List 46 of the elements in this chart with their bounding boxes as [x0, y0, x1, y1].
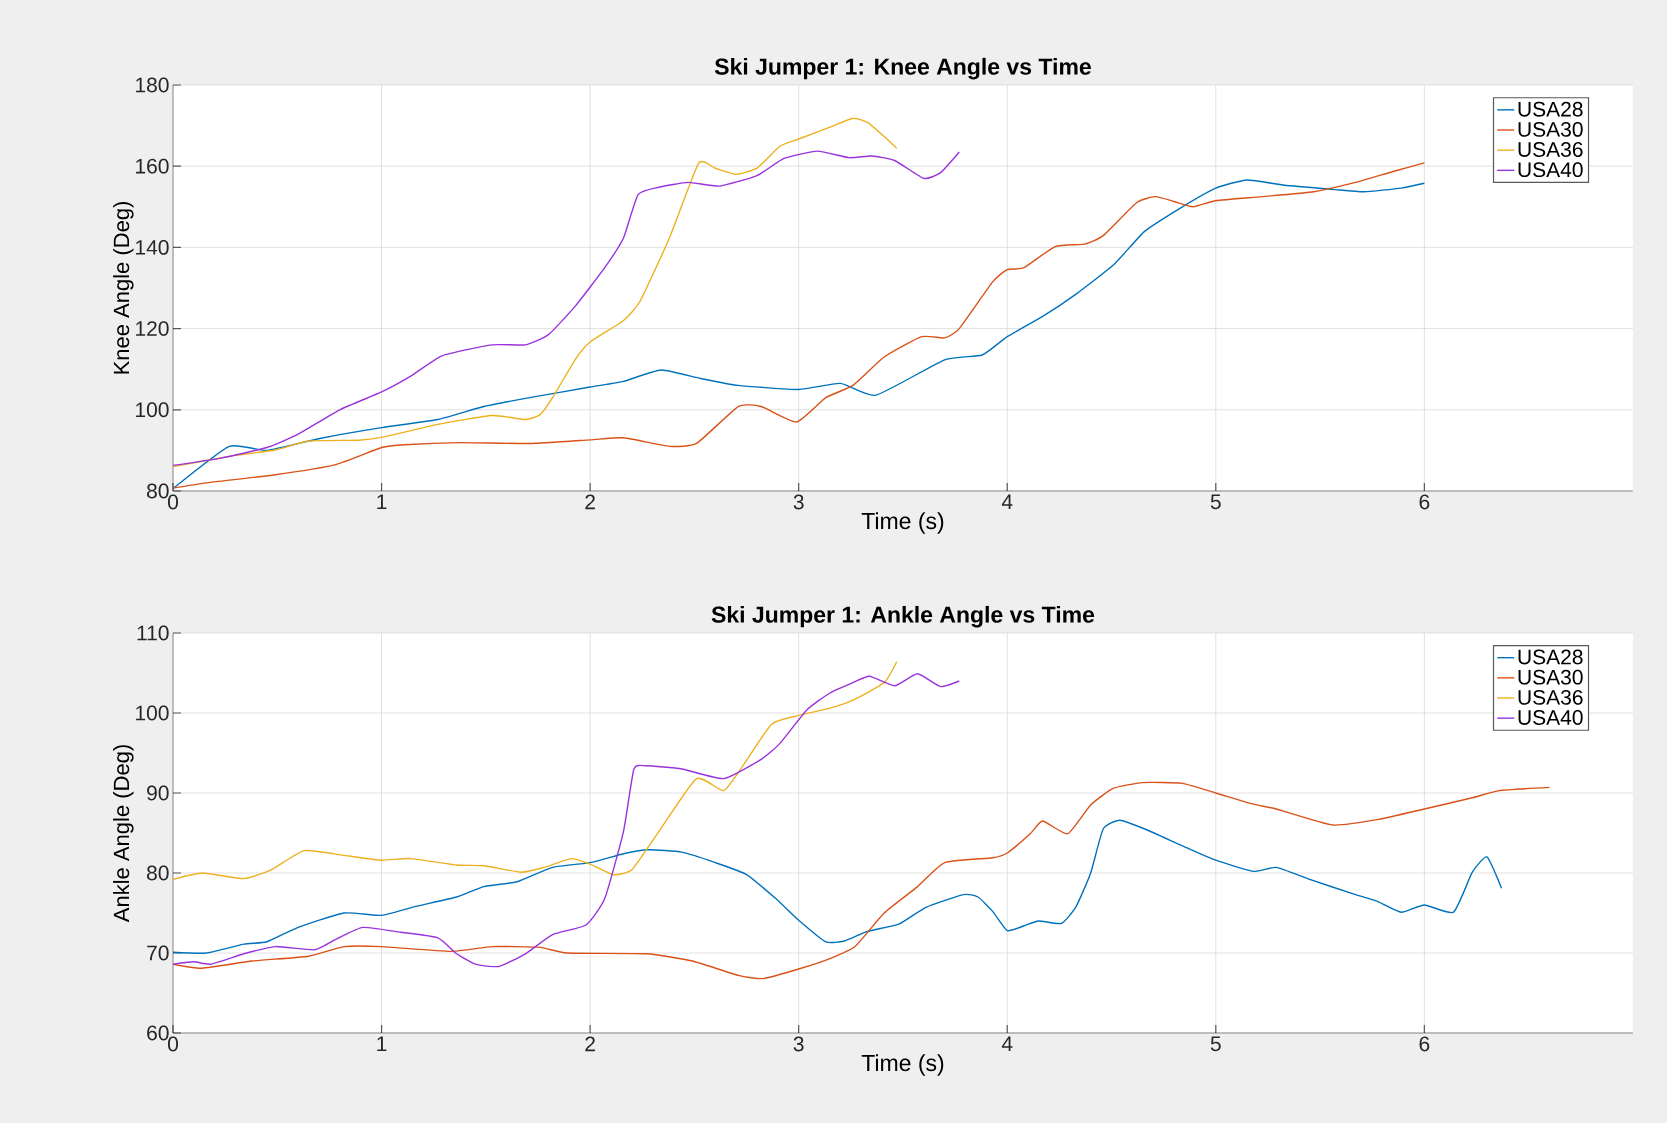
y-tick-label: 160: [136, 158, 169, 174]
x-tick-label: 4: [1001, 1036, 1013, 1051]
chart-title: Ski Jumper 1: Knee Angle vs Time: [714, 57, 1091, 80]
x-tick-label: 1: [377, 494, 387, 509]
legend-label: USA40: [1518, 162, 1583, 178]
x-tick-label: 6: [1419, 494, 1430, 510]
y-tick-label: 140: [136, 239, 169, 255]
x-tick-label: 0: [167, 494, 179, 510]
y-tick-label: 110: [137, 625, 169, 641]
y-tick-label: 180: [136, 77, 169, 93]
legend-label: USA40: [1518, 710, 1583, 725]
x-tick-label: 2: [585, 494, 595, 510]
line-series: [173, 781, 1551, 980]
y-tick-label: 80: [147, 865, 169, 881]
x-tick-label: 4: [1001, 494, 1013, 509]
line-series: [173, 117, 898, 468]
x-axis-title: Time (s): [861, 1054, 944, 1076]
legend-label: USA28: [1518, 649, 1583, 665]
line-series: [173, 661, 898, 881]
x-tick-label: 1: [377, 1036, 387, 1051]
legend-label: USA28: [1518, 101, 1583, 117]
y-tick-label: 100: [136, 705, 169, 721]
y-tick-label: 90: [147, 785, 169, 801]
y-tick-label: 60: [147, 1025, 169, 1041]
y-tick-label: 70: [147, 945, 169, 961]
y-axis-title: Ankle Angle (Deg): [113, 745, 134, 923]
line-series: [173, 819, 1503, 954]
x-tick-label: 5: [1210, 1036, 1221, 1052]
y-tick-label: 120: [136, 321, 169, 337]
legend-label: USA30: [1518, 121, 1583, 137]
y-tick-label: 80: [147, 483, 169, 499]
x-tick-label: 2: [585, 1036, 595, 1052]
line-series: [173, 150, 960, 467]
y-axis-title: Knee Angle (Deg): [113, 201, 134, 374]
legend-label: USA36: [1518, 689, 1583, 705]
y-tick-label: 100: [136, 402, 169, 418]
x-tick-label: 3: [793, 1036, 804, 1052]
legend-label: USA30: [1518, 669, 1583, 685]
x-tick-label: 5: [1210, 494, 1221, 510]
x-tick-label: 0: [167, 1036, 179, 1052]
legend-label: USA36: [1518, 142, 1583, 157]
line-series: [173, 673, 960, 968]
chart-title: Ski Jumper 1: Ankle Angle vs Time: [711, 605, 1095, 628]
x-tick-label: 3: [793, 494, 804, 510]
x-tick-label: 6: [1419, 1036, 1430, 1052]
x-axis-title: Time (s): [861, 512, 944, 534]
